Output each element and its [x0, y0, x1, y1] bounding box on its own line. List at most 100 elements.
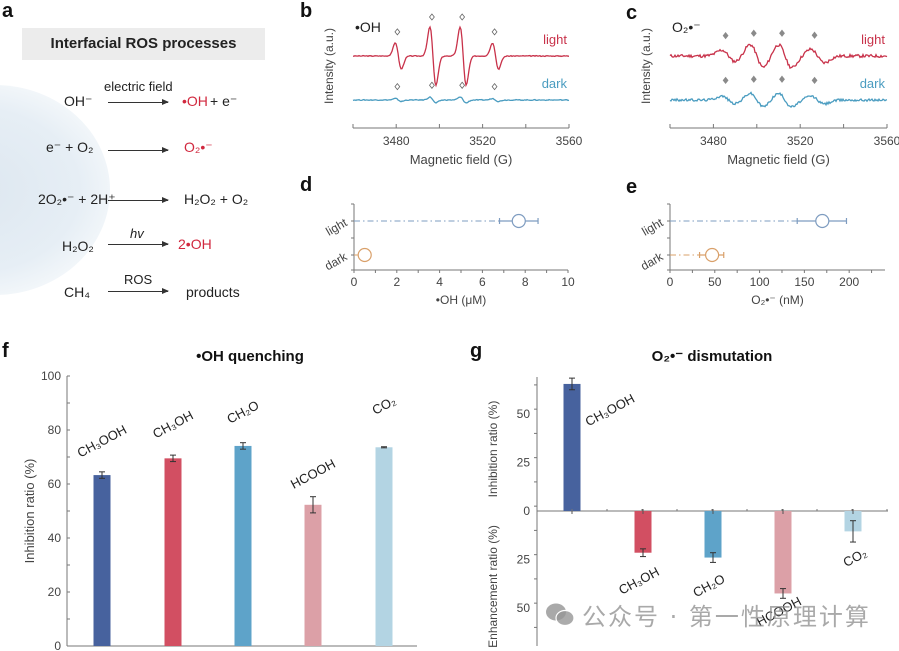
c-peak-marker	[811, 31, 818, 39]
b-peak-marker	[429, 81, 435, 89]
e-x-tick-label: 0	[667, 275, 674, 289]
reaction-4-product-highlight: 2•OH	[178, 236, 212, 252]
c-peak-marker	[779, 29, 785, 37]
d-y-tick-label: dark	[322, 249, 350, 273]
panel-label-d: d	[300, 174, 313, 196]
c-title: O₂•⁻	[672, 19, 701, 35]
b-x-tick-label: 3520	[469, 134, 496, 148]
f-y-tick-label: 80	[48, 423, 62, 437]
reaction-5-arrow	[108, 288, 169, 294]
c-x-tick-label: 3480	[700, 134, 727, 148]
reaction-4-arrow	[108, 241, 169, 247]
reaction-3-reactants: 2O₂•⁻ + 2H⁺	[38, 191, 116, 207]
panel-label-e: e	[626, 176, 638, 198]
g-bar-3	[774, 511, 792, 594]
b-x-tick-label: 3560	[556, 134, 583, 148]
c-peak-marker	[779, 75, 785, 83]
b-peak-marker	[429, 13, 435, 21]
b-legend-dark: dark	[542, 76, 568, 91]
d-x-axis-label: •OH (μM)	[436, 293, 486, 307]
e-x-axis-label: O₂•⁻ (nM)	[751, 293, 804, 307]
g-y-tick-label: 25	[517, 456, 531, 470]
g-y-axis-label-bottom: Enhancement ratio (%)	[486, 525, 500, 648]
b-x-tick-label: 3480	[383, 134, 410, 148]
f-bar-label-0: CH₃OOH	[75, 422, 129, 460]
g-bar-label-0: CH₃OOH	[583, 391, 637, 429]
g-title: O₂•⁻ dismutation	[652, 348, 773, 365]
watermark-text: 公众号 · 第一性原理计算	[582, 603, 871, 631]
reaction-2-product-highlight: O₂•⁻	[184, 139, 213, 155]
c-y-axis-label: Intensity (a.u.)	[639, 28, 653, 104]
d-y-tick-label: light	[323, 215, 350, 238]
reaction-4-reactants: H₂O₂	[62, 238, 94, 254]
e-x-tick-label: 100	[750, 275, 770, 289]
g-bar-label-1: CH₃OH	[616, 564, 662, 598]
d-x-tick-label: 4	[436, 275, 443, 289]
g-bar-0	[563, 383, 581, 511]
d-point-dark	[357, 247, 372, 263]
b-peak-marker	[394, 28, 401, 36]
c-x-axis-label: Magnetic field (G)	[727, 152, 830, 167]
panel-a-header: Interfacial ROS processes	[22, 28, 265, 60]
panel-label-b: b	[300, 0, 313, 22]
b-series-dark	[352, 95, 570, 104]
c-x-tick-label: 3560	[874, 134, 899, 148]
d-x-tick-label: 2	[393, 275, 400, 289]
f-bar-label-3: HCOOH	[288, 456, 338, 492]
reaction-2-reactants: e⁻ + O₂	[46, 139, 94, 155]
g-y-tick-label: 50	[517, 601, 531, 615]
c-series-light	[669, 43, 888, 69]
wechat-icon	[546, 603, 575, 627]
f-bar-2	[234, 445, 252, 646]
f-y-tick-label: 100	[41, 369, 61, 383]
b-peak-marker	[491, 28, 498, 36]
g-bar-2	[704, 511, 722, 558]
g-bar-1	[634, 511, 652, 553]
g-bar-label-4: CO₂	[841, 545, 870, 570]
c-peak-marker	[750, 75, 757, 83]
reaction-4-condition: hv	[130, 226, 144, 241]
reaction-5-reactants: CH₄	[64, 284, 90, 300]
f-y-axis-label: Inhibition ratio (%)	[22, 459, 37, 564]
f-bar-4	[375, 447, 393, 646]
panel-label-c: c	[626, 2, 638, 24]
g-y-tick-label: 25	[517, 553, 531, 567]
e-x-tick-label: 200	[839, 275, 859, 289]
b-peak-marker	[459, 13, 466, 21]
d-x-tick-label: 10	[561, 275, 575, 289]
c-x-tick-label: 3520	[787, 134, 814, 148]
b-peak-marker	[459, 81, 466, 89]
b-title: •OH	[355, 19, 381, 35]
b-legend-light: light	[543, 32, 567, 47]
e-y-tick-label: light	[639, 215, 666, 238]
f-y-tick-label: 40	[48, 531, 62, 545]
f-bar-label-4: CO₂	[370, 393, 399, 418]
d-x-tick-label: 6	[479, 275, 486, 289]
b-peak-marker	[491, 83, 498, 91]
d-point-light	[511, 213, 526, 229]
e-point-light	[815, 213, 830, 229]
f-bar-label-2: CH₂O	[224, 397, 261, 426]
reaction-1-arrow	[108, 99, 169, 105]
e-x-tick-label: 150	[794, 275, 814, 289]
c-peak-marker	[750, 29, 757, 37]
reaction-1-reactants: OH⁻	[64, 93, 93, 109]
reaction-5-condition: ROS	[124, 272, 153, 287]
g-y-tick-label: 50	[517, 407, 531, 421]
e-x-tick-label: 50	[708, 275, 722, 289]
f-y-tick-label: 60	[48, 477, 62, 491]
c-peak-marker	[722, 31, 729, 40]
c-peak-marker	[811, 76, 818, 85]
reaction-3-arrow	[108, 197, 169, 203]
g-y-axis-label-top: Inhibition ratio (%)	[486, 401, 500, 498]
panel-label-g: g	[470, 340, 483, 362]
panel-label-f: f	[2, 340, 9, 362]
g-bar-label-2: CH₂O	[690, 571, 727, 600]
b-x-axis-label: Magnetic field (G)	[410, 152, 513, 167]
e-point-dark	[705, 247, 720, 263]
f-y-tick-label: 20	[48, 585, 62, 599]
g-y-tick-label: 0	[523, 504, 530, 518]
c-legend-dark: dark	[860, 76, 886, 91]
f-bar-0	[93, 475, 111, 646]
